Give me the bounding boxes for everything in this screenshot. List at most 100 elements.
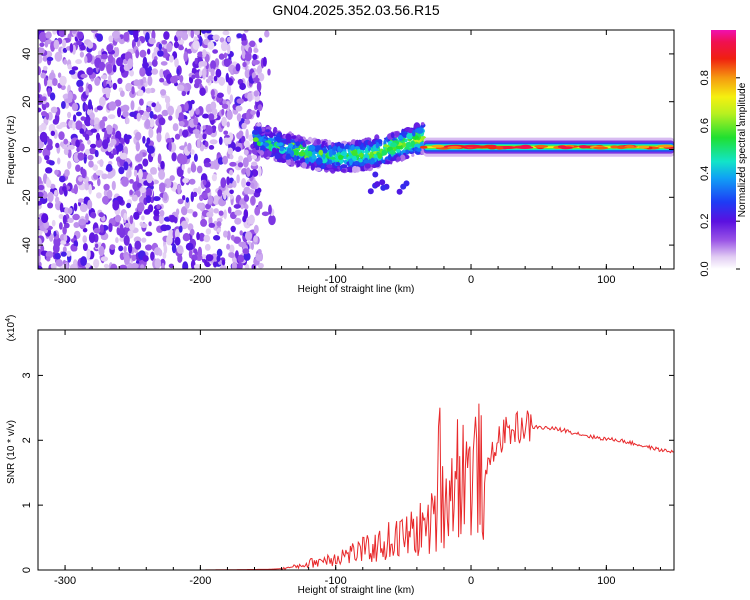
spectrogram-cell xyxy=(380,184,387,191)
snr-x-tick-label: 100 xyxy=(597,575,615,587)
spectrogram-cell xyxy=(463,144,482,148)
spectrogram-cell xyxy=(118,166,125,175)
spectrogram-cell xyxy=(103,79,107,87)
spectrogram-cell xyxy=(229,189,234,195)
spectrogram-cell xyxy=(147,75,153,86)
spectrogram-cell xyxy=(137,182,142,188)
spectrogram-cell xyxy=(124,134,132,140)
spectrogram-cell xyxy=(236,174,240,184)
spectrogram-cell xyxy=(286,147,292,154)
spectrogram-cell xyxy=(84,55,88,64)
spectrogram-cell xyxy=(431,144,445,148)
spectrogram-cell xyxy=(235,146,241,152)
spectrogram-cell xyxy=(247,92,253,102)
spectrogram-cell xyxy=(276,142,284,147)
spectrogram-cell xyxy=(344,144,349,150)
spectrogram-cell xyxy=(264,30,270,38)
spectrogram-cell xyxy=(258,201,263,210)
spectrogram-cell xyxy=(115,47,120,57)
spectrogram-cell xyxy=(404,154,410,160)
spectrogram-cell xyxy=(71,30,78,35)
spectrogram-cell xyxy=(578,145,588,149)
spectrogram-cell xyxy=(223,58,231,67)
spectrogram-cell xyxy=(244,68,251,79)
spectrogram-cell xyxy=(390,142,397,148)
spectrogram-cell xyxy=(396,188,403,195)
spectrogram-cell xyxy=(305,157,310,165)
spectrogram-cell xyxy=(139,67,146,77)
spectrogram-cell xyxy=(158,169,166,180)
spectrogram-cell xyxy=(137,89,144,97)
spectrogram-cell xyxy=(243,149,249,156)
spectrogram-cell xyxy=(141,115,147,121)
spectrogram-cell xyxy=(97,178,101,187)
spectrogram-cell xyxy=(52,30,57,35)
spectrogram-cell xyxy=(108,35,114,43)
spectrogram-cell xyxy=(112,148,117,156)
spectrogram-cell xyxy=(160,160,165,170)
spectrogram-cell xyxy=(213,261,218,268)
spectrogram-cell xyxy=(46,256,51,262)
spectrogram-cell xyxy=(160,61,168,66)
spectrogram-cell xyxy=(242,61,247,68)
spectrogram-cell xyxy=(160,89,167,96)
spectrogram-cell xyxy=(63,147,69,156)
spectrogram-cell xyxy=(229,252,235,259)
spectrogram-cell xyxy=(142,135,146,144)
spectrogram-cell xyxy=(188,249,193,259)
spectrogram-cell xyxy=(182,129,189,138)
spectrogram-cell xyxy=(182,195,186,201)
spectrogram-cell xyxy=(213,75,218,82)
spectrogram-cell xyxy=(226,121,230,128)
spectrogram-cell xyxy=(89,147,97,155)
spectrogram-cell xyxy=(405,141,412,148)
spectrogram-cell xyxy=(156,132,162,143)
spectrogram-cell xyxy=(227,78,234,86)
spectrogram-cell xyxy=(72,213,80,221)
snr-panel: -300 -200 -100 0 100 0 1 2 3 Height of straight… xyxy=(5,315,675,596)
spectrogram-cell xyxy=(177,254,183,263)
spectrogram-cell xyxy=(375,142,380,149)
spectrogram-cell xyxy=(243,208,249,220)
spectrogram-cell xyxy=(187,142,192,152)
spectrogram-cell xyxy=(236,33,243,39)
spectrogram-cell xyxy=(145,106,152,113)
spectrogram-cell xyxy=(196,232,200,241)
spectrogram-cell xyxy=(84,134,90,141)
spectrogram-cell xyxy=(192,67,196,73)
spectrogram-cell xyxy=(39,42,45,47)
spectrogram-cell xyxy=(139,98,144,106)
spectrogram-cell xyxy=(255,252,263,262)
spectrogram-cell xyxy=(147,48,151,55)
spectrogram-cell xyxy=(168,141,172,152)
spectrogram-cell xyxy=(82,235,87,244)
spectrogram-cell xyxy=(135,49,140,59)
spectrogram-cell xyxy=(118,245,124,252)
spectrogram-cell xyxy=(216,92,224,99)
spectrogram-cell xyxy=(202,49,207,58)
spectrogram-cell xyxy=(79,203,88,213)
spectrogram-cell xyxy=(394,131,400,137)
spectrogram-cell xyxy=(81,168,87,179)
spectrogram-cell xyxy=(77,31,84,40)
spectrogram-cell xyxy=(108,222,113,233)
spectrogram-cell xyxy=(62,214,67,225)
spectrogram-cell xyxy=(154,258,162,269)
snr-y-multiplier: (x104) xyxy=(5,315,17,342)
spectrogram-cell xyxy=(192,191,198,197)
spectrogram-cell xyxy=(123,254,130,265)
spectrogram-cell xyxy=(151,30,156,41)
spectrogram-cell xyxy=(290,150,295,157)
spectrogram-cell xyxy=(268,214,276,226)
spectrogram-cell xyxy=(252,137,259,142)
spectrogram-cell xyxy=(162,70,168,76)
spectrogram-cell xyxy=(107,114,116,120)
spectrogram-cell xyxy=(207,41,215,50)
spectrogram-cell xyxy=(76,40,83,46)
spectrogram-cell xyxy=(226,230,231,241)
spectrogram-cell xyxy=(198,232,205,242)
spectrogram-cell xyxy=(93,117,100,127)
spectrogram-cell xyxy=(199,87,206,96)
spectrogram-cell xyxy=(149,118,155,128)
spectrogram-cell xyxy=(258,37,263,43)
